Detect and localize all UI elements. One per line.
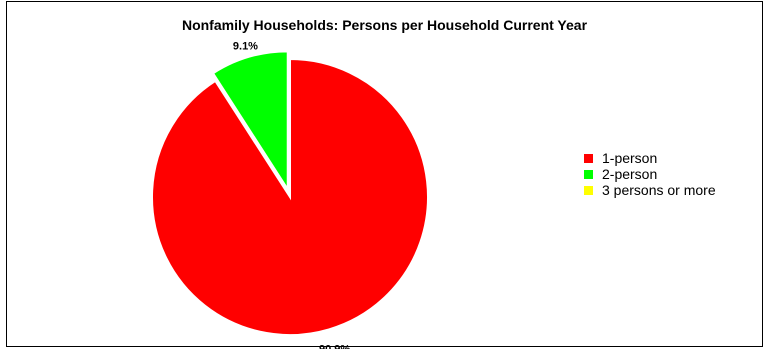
- pie-slice-1-person: [151, 57, 429, 336]
- data-label-1-person: 90.9%: [319, 344, 350, 349]
- legend: 1-person 2-person 3 persons or more: [584, 150, 716, 198]
- legend-label-1-person: 1-person: [602, 150, 658, 166]
- legend-item-3-persons-or-more: 3 persons or more: [584, 182, 716, 198]
- legend-label-2-person: 2-person: [602, 166, 658, 182]
- legend-item-1-person: 1-person: [584, 150, 716, 166]
- legend-swatch-2-person: [584, 169, 593, 179]
- data-label-2-person: 9.1%: [233, 40, 258, 52]
- legend-item-2-person: 2-person: [584, 166, 716, 182]
- chart-title: Nonfamily Households: Persons per Househ…: [181, 17, 588, 33]
- legend-label-3-persons-or-more: 3 persons or more: [602, 182, 716, 198]
- legend-swatch-3-persons-or-more: [584, 185, 593, 195]
- legend-swatch-1-person: [584, 153, 593, 163]
- pie-slice-2-person: [211, 50, 289, 193]
